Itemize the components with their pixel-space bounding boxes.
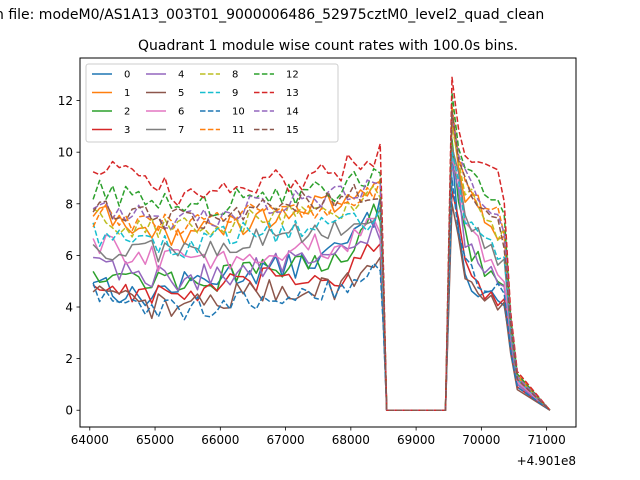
series-line-6: [92, 156, 551, 411]
series-line-11: [92, 104, 551, 411]
legend-label-11: 11: [232, 125, 245, 136]
legend-label-10: 10: [232, 107, 245, 118]
y-tick-label: 4: [65, 301, 73, 315]
series-layer: [92, 76, 551, 411]
plot-frame: [79, 57, 577, 428]
legend-label-3: 3: [124, 125, 130, 136]
legend-label-14: 14: [286, 107, 299, 118]
y-tick-label: 2: [65, 352, 73, 366]
y-tick-label: 12: [58, 94, 73, 108]
legend-label-15: 15: [286, 125, 299, 136]
series-line-15: [92, 110, 551, 411]
x-tick-label: 66000: [201, 433, 239, 447]
legend-label-0: 0: [124, 70, 130, 81]
legend-label-5: 5: [178, 88, 184, 99]
x-tick-label: 65000: [136, 433, 174, 447]
x-tick-label: 67000: [266, 433, 304, 447]
y-axis: 0 2 4 6 8 10 12: [58, 94, 80, 418]
legend-label-1: 1: [124, 88, 130, 99]
legend-label-8: 8: [232, 70, 238, 81]
legend-label-6: 6: [178, 107, 184, 118]
series-line-2: [92, 138, 551, 411]
legend-label-2: 2: [124, 107, 130, 118]
legend-label-7: 7: [178, 125, 184, 136]
y-tick-label: 6: [65, 249, 73, 263]
y-tick-label: 0: [65, 404, 73, 418]
legend-label-4: 4: [178, 70, 184, 81]
legend-box: [85, 63, 339, 143]
legend-label-9: 9: [232, 88, 238, 99]
series-line-13: [92, 76, 551, 411]
legend-label-13: 13: [286, 88, 299, 99]
x-tick-label: 69000: [397, 433, 435, 447]
x-axis-offset-label: +4.901e8: [517, 454, 576, 468]
figure-suptitle: n file: modeM0/AS1A13_003T01_9000006486_…: [0, 7, 544, 23]
x-tick-label: 70000: [462, 433, 500, 447]
x-axis: 64000 65000 66000 67000 68000 69000 70000 71000: [71, 427, 566, 447]
series-line-9: [92, 151, 551, 411]
chart-title: Quadrant 1 module wise count rates with …: [138, 38, 518, 54]
y-tick-label: 10: [58, 146, 73, 160]
x-tick-label: 68000: [332, 433, 370, 447]
series-line-10: [92, 177, 551, 411]
x-tick-label: 64000: [71, 433, 109, 447]
legend-label-12: 12: [286, 70, 299, 81]
y-tick-label: 8: [65, 197, 73, 211]
x-tick-label: 71000: [528, 433, 566, 447]
